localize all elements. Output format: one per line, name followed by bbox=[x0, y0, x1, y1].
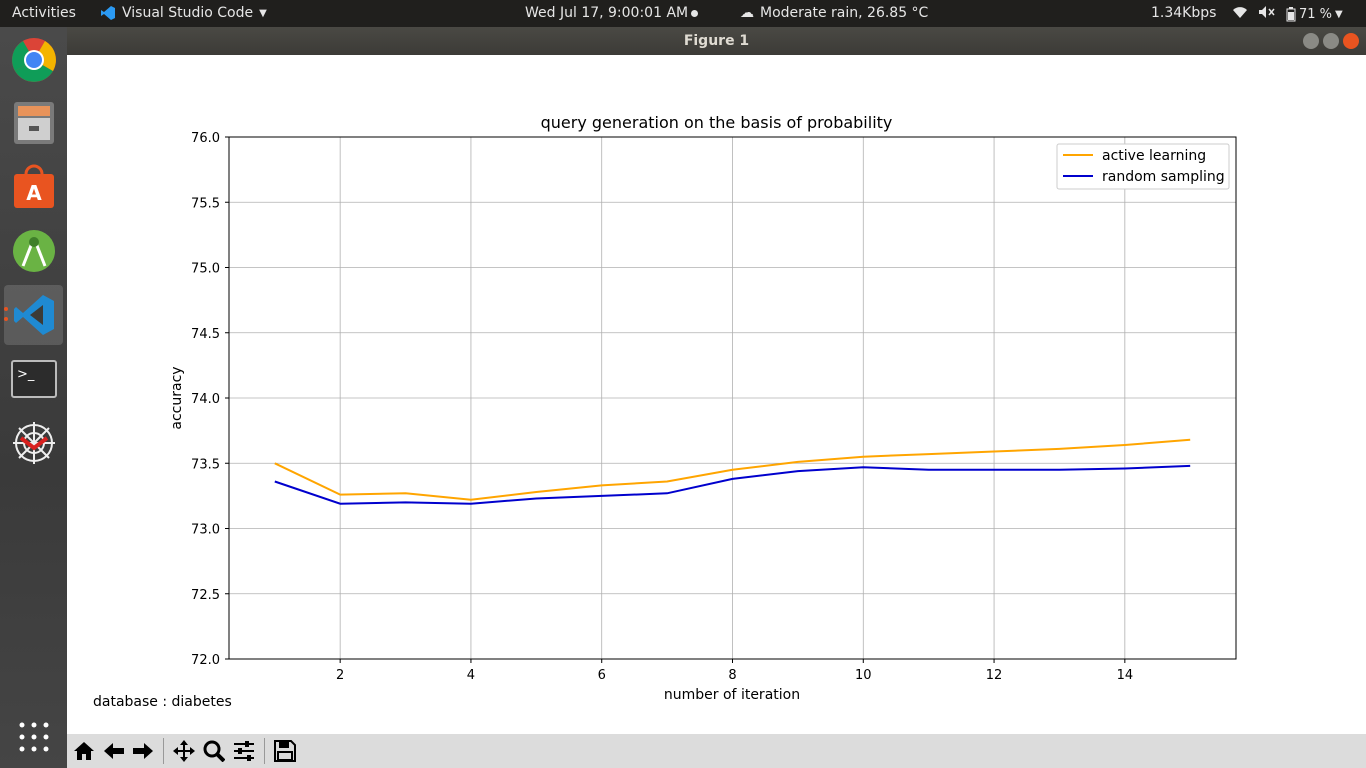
series-line-random-sampling bbox=[274, 464, 1191, 505]
weather-text: Moderate rain, 26.85 °C bbox=[760, 5, 929, 21]
window-titlebar[interactable]: Figure 1 bbox=[67, 27, 1366, 55]
x-tick-label: 2 bbox=[336, 668, 344, 683]
y-tick-label: 73.5 bbox=[191, 457, 220, 472]
top-panel: Activities Visual Studio Code ▼ Wed Jul … bbox=[0, 0, 1366, 27]
dock-item-software[interactable]: A bbox=[4, 157, 63, 217]
y-tick-label: 74.0 bbox=[191, 392, 220, 407]
activities-button[interactable]: Activities bbox=[12, 5, 76, 21]
running-indicator-icon bbox=[4, 307, 8, 311]
configure-subplots-button[interactable] bbox=[231, 738, 257, 764]
show-applications-icon bbox=[19, 722, 48, 752]
chrome-icon bbox=[11, 38, 56, 82]
y-tick-label: 73.0 bbox=[191, 523, 220, 538]
axis-ticks: 2 4 6 8 10 12 14 72.0 72.5 73.0 73.5 74.0 74.5 75.0 75… bbox=[191, 131, 1133, 683]
pan-button[interactable] bbox=[171, 738, 197, 764]
network-icon bbox=[12, 422, 55, 464]
clock-text: Wed Jul 17, 9:00:01 AM bbox=[525, 5, 689, 21]
forward-button[interactable] bbox=[130, 738, 156, 764]
line-chart: 2 4 6 8 10 12 14 72.0 72.5 73.0 73.5 74.0 74.5 75.0 75… bbox=[169, 131, 1237, 703]
vscode-icon bbox=[13, 295, 54, 335]
x-tick-label: 12 bbox=[986, 668, 1003, 683]
chart-title: query generation on the basis of probabi… bbox=[540, 113, 893, 132]
show-applications-button[interactable] bbox=[4, 707, 63, 767]
figure-canvas: query generation on the basis of probabi… bbox=[67, 55, 1366, 734]
dock-item-chrome[interactable] bbox=[4, 30, 63, 90]
svg-text:>_: >_ bbox=[17, 367, 35, 382]
legend-label-active-learning: active learning bbox=[1102, 148, 1206, 164]
android-studio-icon bbox=[12, 230, 55, 272]
back-icon bbox=[104, 743, 124, 759]
chevron-down-icon: ▼ bbox=[259, 7, 267, 19]
dock-item-terminal[interactable]: >_ bbox=[4, 349, 63, 409]
home-icon bbox=[74, 742, 94, 760]
maximize-button[interactable] bbox=[1323, 33, 1339, 49]
legend-box bbox=[1056, 143, 1230, 190]
system-tray[interactable]: 71 % ▼ bbox=[1232, 5, 1343, 23]
series bbox=[274, 438, 1191, 505]
y-tick-label: 72.0 bbox=[191, 653, 220, 668]
x-tick-label: 8 bbox=[728, 668, 736, 683]
dock-item-network[interactable] bbox=[4, 413, 63, 473]
x-tick-label: 14 bbox=[1117, 668, 1134, 683]
chevron-down-icon: ▼ bbox=[1335, 8, 1343, 20]
back-button[interactable] bbox=[101, 738, 127, 764]
toolbar-separator bbox=[264, 738, 265, 764]
net-speed-indicator[interactable]: 1.34Kbps bbox=[1151, 5, 1217, 21]
x-tick-label: 4 bbox=[467, 668, 475, 683]
minimize-button[interactable] bbox=[1303, 33, 1319, 49]
save-icon bbox=[274, 740, 296, 762]
rain-cloud-icon: ☁ bbox=[740, 5, 754, 21]
clock[interactable]: Wed Jul 17, 9:00:01 AM bbox=[525, 5, 699, 21]
window-title: Figure 1 bbox=[683, 33, 750, 49]
legend: active learning random sampling bbox=[1056, 143, 1230, 190]
close-button[interactable] bbox=[1343, 33, 1359, 49]
y-axis-label: accuracy bbox=[169, 366, 185, 429]
x-tick-label: 10 bbox=[855, 668, 872, 683]
vscode-icon bbox=[101, 6, 115, 20]
toolbar-separator bbox=[163, 738, 164, 764]
svg-text:A: A bbox=[26, 181, 42, 205]
battery-text: 71 % bbox=[1299, 6, 1333, 22]
y-tick-label: 75.5 bbox=[191, 196, 220, 211]
dock-item-vscode[interactable] bbox=[4, 285, 63, 345]
notification-dot-icon bbox=[691, 9, 699, 17]
series-line-active-learning bbox=[274, 438, 1191, 501]
forward-icon bbox=[133, 743, 153, 759]
dock-item-android-studio[interactable] bbox=[4, 221, 63, 281]
zoom-icon bbox=[203, 740, 225, 762]
wifi-icon bbox=[1232, 5, 1248, 23]
files-icon bbox=[13, 102, 54, 144]
app-menu[interactable]: Visual Studio Code ▼ bbox=[100, 5, 267, 21]
y-tick-label: 76.0 bbox=[191, 131, 220, 146]
terminal-icon: >_ bbox=[10, 360, 57, 398]
zoom-button[interactable] bbox=[201, 738, 227, 764]
weather-indicator[interactable]: ☁ Moderate rain, 26.85 °C bbox=[740, 5, 928, 21]
running-indicator-icon bbox=[4, 317, 8, 321]
launcher-dock: A >_ bbox=[0, 27, 67, 768]
grid bbox=[229, 136, 1236, 660]
pan-icon bbox=[173, 740, 195, 762]
save-button[interactable] bbox=[272, 738, 298, 764]
dock-item-files[interactable] bbox=[4, 93, 63, 153]
legend-label-random-sampling: random sampling bbox=[1102, 169, 1225, 185]
y-tick-label: 75.0 bbox=[191, 262, 220, 277]
x-tick-label: 6 bbox=[598, 668, 606, 683]
app-menu-label: Visual Studio Code bbox=[122, 5, 254, 21]
y-tick-label: 74.5 bbox=[191, 327, 220, 342]
database-label: database : diabetes bbox=[93, 694, 232, 710]
configure-subplots-icon bbox=[234, 741, 254, 761]
software-center-icon: A bbox=[13, 164, 54, 208]
y-tick-label: 72.5 bbox=[191, 588, 220, 603]
home-button[interactable] bbox=[71, 738, 97, 764]
x-axis-label: number of iteration bbox=[664, 687, 800, 703]
volume-icon bbox=[1258, 5, 1276, 23]
battery-icon bbox=[1286, 6, 1296, 21]
figure-toolbar bbox=[67, 734, 1366, 768]
